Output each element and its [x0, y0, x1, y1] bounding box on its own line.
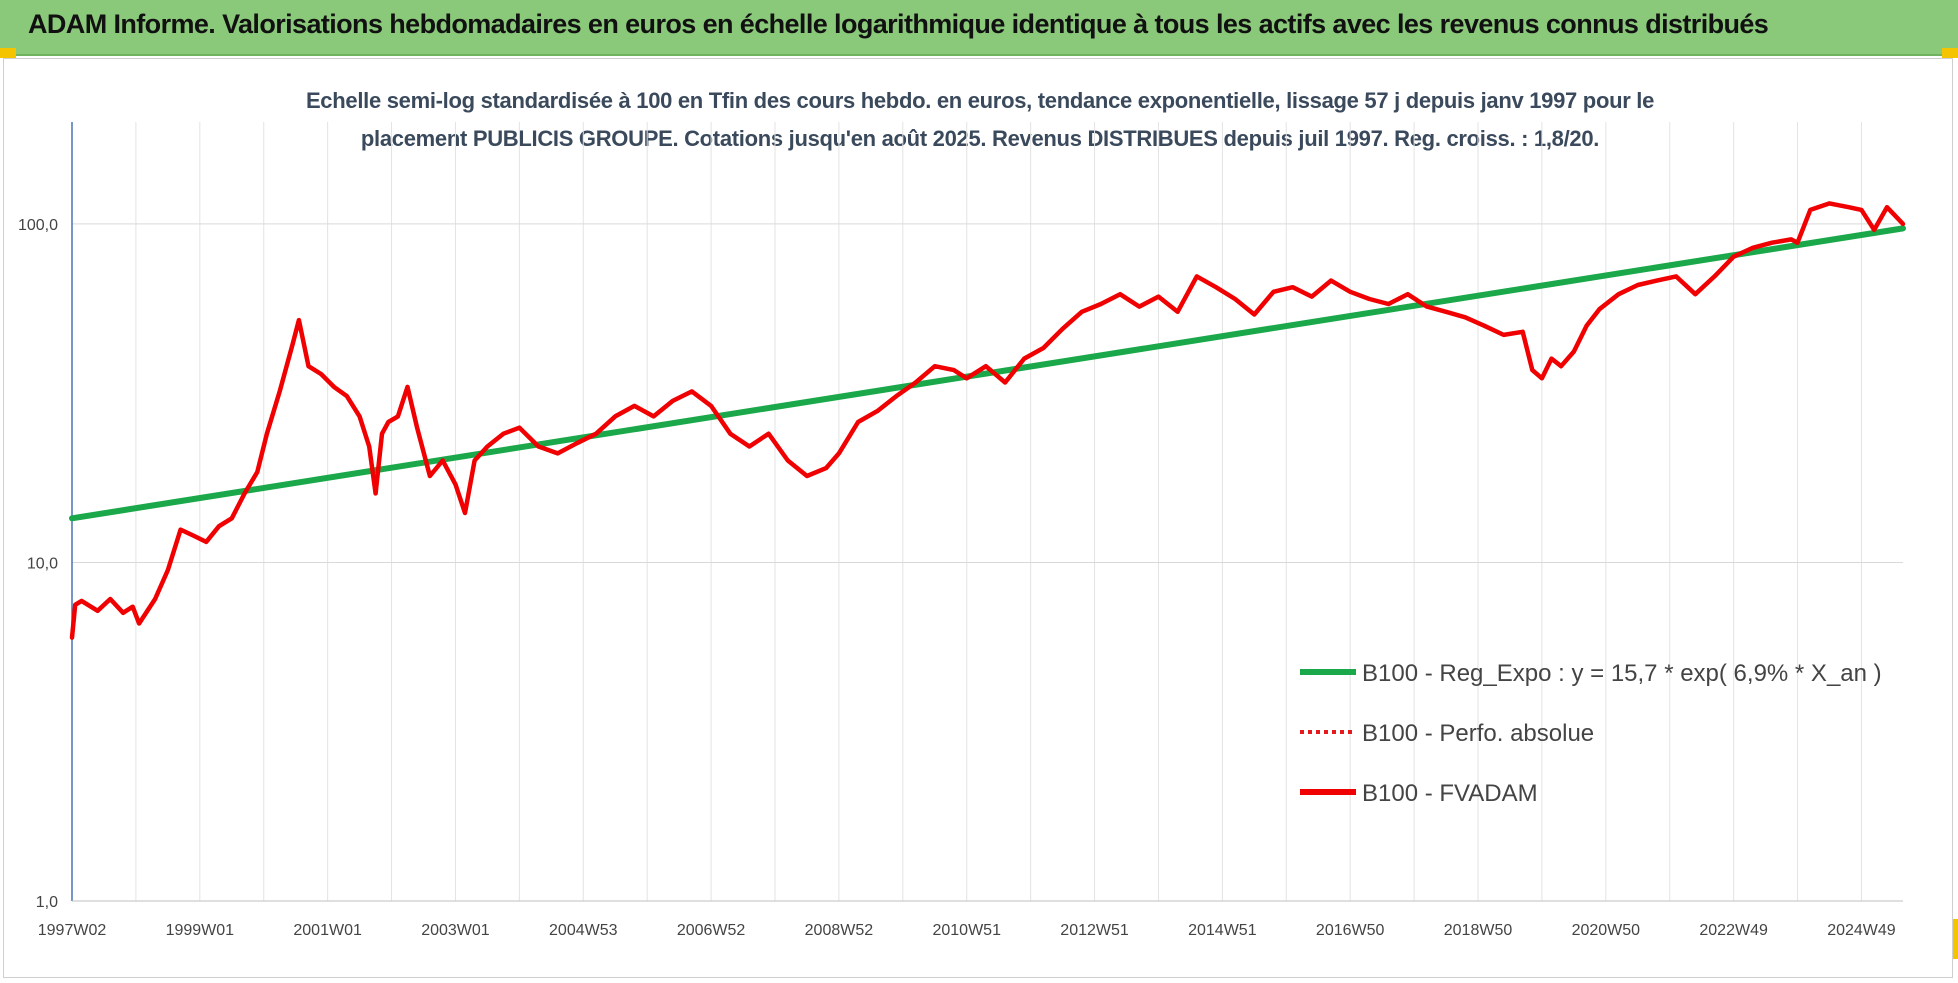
legend-label-1: B100 - Reg_Expo : y = 15,7 * exp( 6,9% *…	[1362, 660, 1882, 687]
x-tick-label: 2022W49	[1699, 922, 1768, 939]
grid-layer	[71, 122, 1903, 902]
legend: B100 - Reg_Expo : y = 15,7 * exp( 6,9% *…	[1300, 660, 1882, 807]
x-tick-label: 2016W50	[1316, 922, 1385, 939]
x-tick-label: 2014W51	[1188, 922, 1257, 939]
x-tick-label: 2012W51	[1060, 922, 1129, 939]
x-tick-label: 2018W50	[1444, 922, 1513, 939]
legend-label-2: B100 - Perfo. absolue	[1362, 720, 1594, 747]
legend-label-3: B100 - FVADAM	[1362, 780, 1538, 807]
series-line-3	[69, 201, 1906, 640]
corner-mark-bottom-right	[1952, 919, 1958, 959]
title-bar: ADAM Informe. Valorisations hebdomadaire…	[0, 0, 1958, 56]
x-tick-label: 2006W52	[677, 922, 746, 939]
x-tick-label: 2001W01	[293, 922, 362, 939]
x-tick-label: 2010W51	[932, 922, 1001, 939]
y-tick-label: 1,0	[36, 894, 58, 911]
page-title: ADAM Informe. Valorisations hebdomadaire…	[28, 9, 1769, 39]
y-tick-label: 10,0	[27, 555, 58, 572]
x-tick-label: 1999W01	[166, 922, 235, 939]
x-tick-label: 2020W50	[1572, 922, 1641, 939]
x-tick-label: 1997W02	[38, 922, 107, 939]
y-tick-label: 100,0	[18, 217, 58, 234]
corner-mark-top-left	[0, 48, 16, 58]
series-line-1	[69, 225, 1906, 522]
axis-layer: 1,0 10,0 100,0 1997W02 1999W01 2001W01 2003W01…	[18, 122, 1903, 939]
chart-title-line-1: Echelle semi-log standardisée à 100 en T…	[305, 88, 1655, 113]
corner-mark-top-right	[1942, 48, 1958, 58]
x-tick-label: 2003W01	[421, 922, 490, 939]
chart-frame	[3, 58, 1953, 978]
series-layer	[69, 201, 1906, 640]
x-tick-label: 2024W49	[1827, 922, 1896, 939]
chart-title-line-2: placement PUBLICIS GROUPE. Cotations jus…	[360, 126, 1600, 151]
x-tick-label: 2008W52	[805, 922, 874, 939]
x-tick-label: 2004W53	[549, 922, 618, 939]
